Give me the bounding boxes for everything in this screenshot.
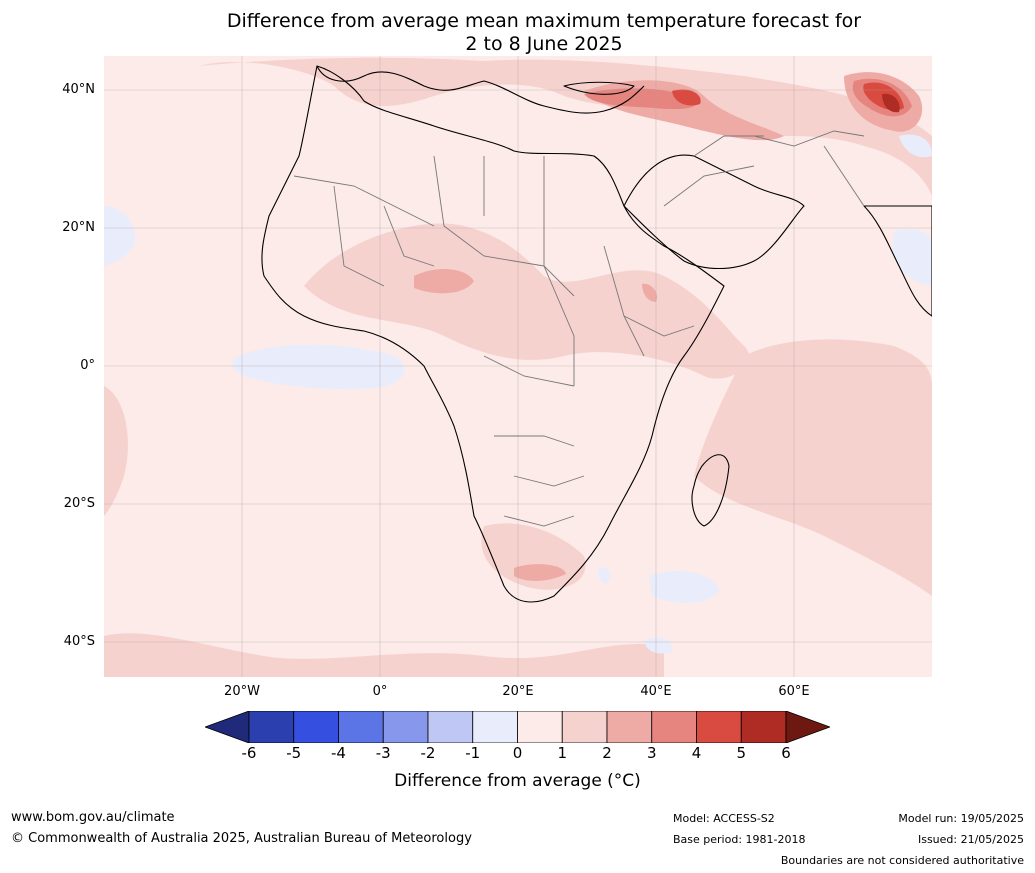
lon-label-20w: 20°W [224,684,260,699]
lon-label-60e: 60°E [778,684,810,699]
colorbar-segment [248,710,295,744]
arabian-peninsula-coastline [623,154,805,269]
lat-label-20n: 20°N [62,220,95,235]
gulf-of-guinea-cool-area [232,344,405,389]
colorbar-segment [517,710,563,744]
website-link[interactable]: www.bom.gov.au/climate [11,810,175,825]
gridlines [104,56,932,677]
colorbar-segment [606,710,653,744]
black-sea-coastline [563,81,635,95]
colorbar-tick-label: -5 [286,744,302,762]
model-run-text: Model run: 19/05/2025 [898,812,1024,825]
colorbar-label: Difference from average (°C) [394,771,641,791]
anomaly-shading-extreme [882,93,900,113]
south-africa-hot-spot [514,564,566,581]
cool-anomaly-shading [104,134,932,654]
colorbar-segment [472,710,518,744]
colorbar-high-extend [785,710,832,744]
atlantic-warm-area [104,386,128,516]
madagascar-coastline [691,454,730,527]
country-boundaries [293,130,865,527]
lat-label-40s: 40°S [63,634,95,649]
coastlines [261,65,932,603]
colorbar-tick-label: 5 [736,744,747,762]
colorbar-tick-label: -1 [465,744,481,762]
lat-label-20s: 20°S [63,496,95,511]
issued-text: Issued: 21/05/2025 [917,833,1024,846]
colorbar-tick-label: 1 [557,744,568,762]
colorbar-segment [338,710,384,744]
disclaimer-text: Boundaries are not considered authoritat… [780,854,1024,867]
colorbar-segment [427,710,474,744]
colorbar-segment [561,710,608,744]
south-indian-cool-area [649,571,719,603]
forecast-map [104,56,932,677]
copyright-text: © Commonwealth of Australia 2025, Austra… [11,831,472,846]
india-coastline [863,205,932,317]
colorbar-svg [203,710,832,744]
colorbar-tick-label: -2 [420,744,436,762]
colorbar-segment [740,710,787,744]
lat-label-40n: 40°N [62,82,95,97]
colorbar-tick-label: 6 [781,744,791,762]
ethiopia-hot-spot [642,283,658,302]
colorbar-tick-label: -4 [331,744,346,762]
title-line-1: Difference from average mean maximum tem… [226,10,862,32]
colorbar-tick-label: 0 [512,744,523,762]
colorbar-tick-label: 2 [602,744,612,762]
colorbar [203,710,832,744]
base-period-text: Base period: 1981-2018 [673,833,806,846]
lon-label-0: 0° [372,684,388,699]
africa-coastline [261,65,725,603]
indian-ocean-warm-area [694,339,932,596]
europe-coastline [316,65,645,114]
bay-of-bengal-cool-area [892,229,932,286]
colorbar-tick-label: 4 [691,744,702,762]
colorbar-tick-label: -6 [241,744,257,762]
colorbar-tick-label: 3 [646,744,657,762]
colorbar-low-extend [203,710,250,744]
sahel-warm-area [304,223,750,379]
title-line-2: 2 to 8 June 2025 [465,33,623,55]
west-atlantic-cool-area [104,206,135,266]
anomaly-shading [104,57,932,677]
lat-label-0: 0° [80,358,95,373]
southern-warm-band [104,633,664,677]
north-warm-band [199,57,932,196]
lon-label-20e: 20°E [502,684,534,699]
model-text: Model: ACCESS-S2 [673,812,775,825]
colorbar-segment [651,710,697,744]
lon-label-40e: 40°E [640,684,672,699]
sahel-hot-spot [414,269,474,294]
colorbar-segment [382,710,429,744]
colorbar-segment [696,710,742,744]
chart-title: Difference from average mean maximum tem… [104,10,984,56]
colorbar-tick-label: -3 [375,744,391,762]
map-svg [104,56,932,677]
colorbar-segment [293,710,339,744]
